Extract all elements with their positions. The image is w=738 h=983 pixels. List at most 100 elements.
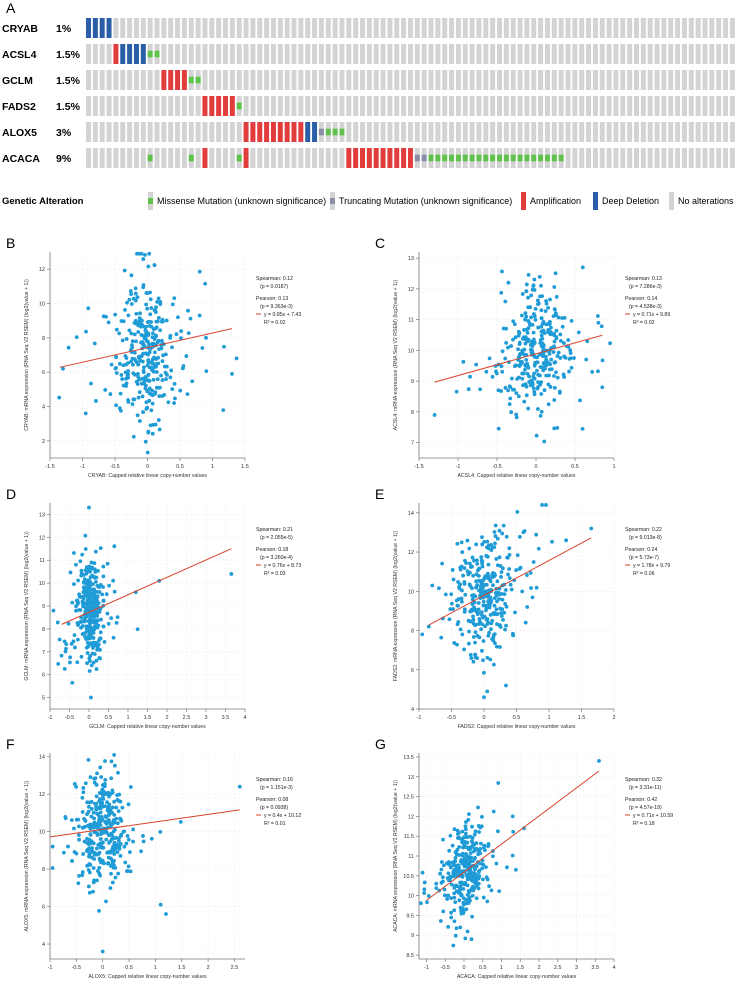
sample-cell <box>401 122 407 142</box>
data-point <box>203 281 208 286</box>
data-point <box>147 398 152 403</box>
sample-cell <box>373 18 379 38</box>
data-point <box>84 571 89 576</box>
data-point <box>109 871 113 876</box>
data-point <box>483 624 487 629</box>
data-point <box>84 626 89 631</box>
data-point <box>76 578 80 583</box>
sample-cell <box>154 70 160 90</box>
x-tick-label: 1 <box>500 965 503 971</box>
data-point <box>494 607 499 612</box>
y-tick-label: 11 <box>408 318 414 324</box>
data-point <box>514 568 518 573</box>
data-point <box>513 867 518 872</box>
data-point <box>506 572 510 577</box>
y-axis-label: GCLM: mRNA expression (RNA Seq V2 RSEM) … <box>24 531 30 680</box>
data-point <box>144 302 148 307</box>
data-point <box>106 621 111 626</box>
sample-cell <box>702 122 708 142</box>
sample-cell <box>318 70 324 90</box>
data-point <box>550 539 554 544</box>
sample-cell <box>140 148 146 168</box>
sample-cell <box>544 122 550 142</box>
data-point <box>522 826 526 831</box>
data-point <box>68 570 73 575</box>
sample-cell <box>606 96 612 116</box>
panel-label: D <box>6 486 16 502</box>
sample-cell <box>442 44 448 64</box>
data-point <box>447 848 452 853</box>
data-point <box>491 809 496 814</box>
sample-cell <box>161 148 167 168</box>
data-point <box>566 338 571 342</box>
y-tick-label: 10 <box>39 830 45 836</box>
data-point <box>485 539 490 544</box>
data-point <box>452 891 457 896</box>
sample-cell <box>175 96 181 116</box>
data-point <box>555 354 560 358</box>
y-tick-label: 6 <box>411 668 414 674</box>
data-point <box>190 379 195 384</box>
sample-cell <box>264 18 270 38</box>
data-point <box>468 851 473 856</box>
sample-cell <box>729 122 735 142</box>
data-point <box>459 596 464 601</box>
data-point <box>567 369 571 374</box>
sample-cell <box>661 18 667 38</box>
data-point <box>449 592 454 597</box>
sample-cell <box>168 70 174 90</box>
data-point <box>121 363 126 368</box>
y-tick-label: 12 <box>39 267 45 273</box>
sample-cell <box>195 96 201 116</box>
data-point <box>542 331 547 335</box>
data-point <box>156 315 161 320</box>
x-tick-label: 2 <box>165 715 168 721</box>
data-point <box>160 394 165 398</box>
data-point <box>580 265 585 270</box>
sample-cell <box>654 70 660 90</box>
data-point <box>488 657 493 662</box>
missense-mark <box>188 154 194 162</box>
data-point <box>528 323 532 327</box>
data-point <box>470 824 474 829</box>
sample-cell <box>270 148 276 168</box>
data-point <box>168 375 173 380</box>
sample-cell <box>291 44 297 64</box>
data-point <box>89 807 94 811</box>
x-tick-label: -0.5 <box>65 715 74 721</box>
regression-line <box>426 770 600 901</box>
data-point <box>499 592 504 596</box>
data-point <box>135 627 140 632</box>
data-point <box>492 571 497 576</box>
data-point <box>99 842 104 846</box>
scatter-panel-e: E -1 -0.5 0 0.5 1 1.5 2 4 6 8 10 12 14 FADS2: Capped r… <box>369 483 738 733</box>
sample-cell <box>503 70 509 90</box>
data-point <box>533 317 538 322</box>
sample-cell <box>428 96 434 116</box>
x-tick-label: -0.5 <box>441 965 450 971</box>
x-tick-label: -1 <box>456 464 461 470</box>
data-point <box>492 603 497 608</box>
data-point <box>531 560 536 564</box>
data-point <box>446 893 450 898</box>
sample-cell <box>627 18 633 38</box>
data-point <box>488 578 492 582</box>
data-point <box>439 635 444 640</box>
data-point <box>539 316 544 320</box>
data-point <box>157 427 162 432</box>
truncating-mark <box>421 154 427 162</box>
data-point <box>542 439 547 444</box>
data-point <box>477 579 482 583</box>
fit-equation: y = 0.76x + 8.73 <box>264 563 301 569</box>
data-point <box>536 407 540 411</box>
data-point <box>113 875 118 880</box>
x-tick-label: 0.5 <box>479 965 487 971</box>
sample-cell <box>113 70 119 90</box>
data-point <box>482 695 486 700</box>
y-tick-label: 8 <box>42 336 45 342</box>
data-point <box>69 641 74 646</box>
sample-cell <box>373 96 379 116</box>
data-point <box>513 335 518 340</box>
legend-label: No alterations <box>678 196 734 206</box>
data-point <box>89 663 94 668</box>
